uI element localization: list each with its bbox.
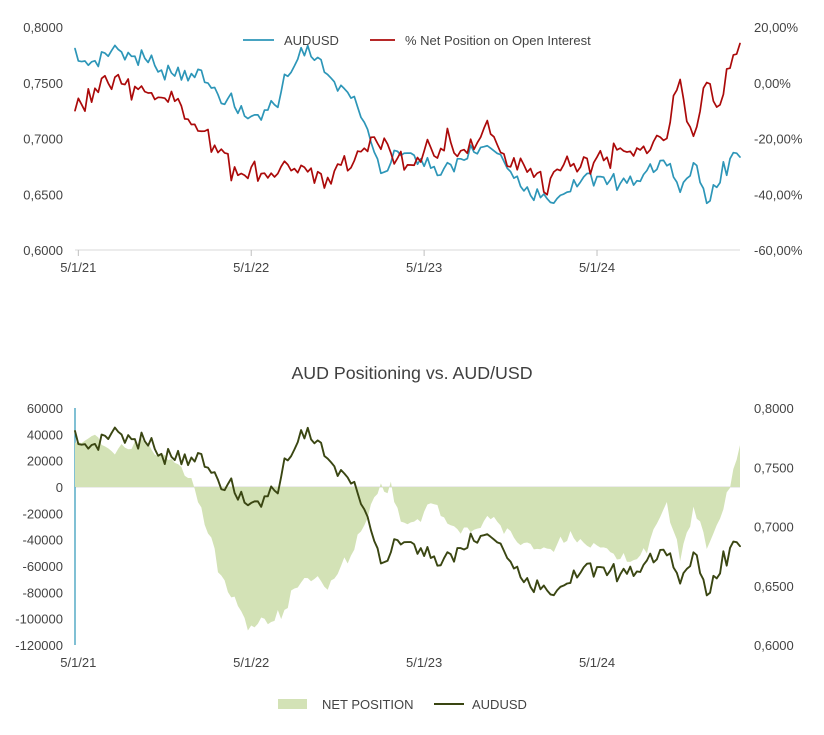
svg-text:0: 0 [56, 480, 63, 495]
svg-text:-20,00%: -20,00% [754, 132, 803, 147]
svg-text:5/1/23: 5/1/23 [406, 260, 442, 275]
svg-text:0,7500: 0,7500 [754, 460, 794, 475]
svg-text:0,6500: 0,6500 [23, 187, 63, 202]
svg-text:-100000: -100000 [15, 612, 63, 627]
svg-text:5/1/21: 5/1/21 [60, 260, 96, 275]
svg-text:60000: 60000 [27, 401, 63, 416]
svg-text:0,7500: 0,7500 [23, 76, 63, 91]
svg-text:0,6000: 0,6000 [23, 243, 63, 258]
svg-text:AUD Positioning vs. AUD/USD: AUD Positioning vs. AUD/USD [291, 363, 532, 383]
svg-text:5/1/24: 5/1/24 [579, 260, 615, 275]
svg-text:-40000: -40000 [23, 533, 63, 548]
svg-text:5/1/22: 5/1/22 [233, 260, 269, 275]
svg-text:% Net Position on Open Interes: % Net Position on Open Interest [405, 33, 591, 48]
svg-text:-20000: -20000 [23, 506, 63, 521]
svg-text:0,6000: 0,6000 [754, 638, 794, 653]
svg-text:5/1/24: 5/1/24 [579, 655, 615, 670]
svg-text:0,8000: 0,8000 [754, 401, 794, 416]
svg-text:20,00%: 20,00% [754, 20, 799, 35]
svg-text:AUDUSD: AUDUSD [472, 697, 527, 712]
svg-text:0,7000: 0,7000 [754, 520, 794, 535]
svg-text:5/1/21: 5/1/21 [60, 655, 96, 670]
svg-text:NET POSITION: NET POSITION [322, 697, 414, 712]
svg-text:5/1/23: 5/1/23 [406, 655, 442, 670]
svg-text:-80000: -80000 [23, 585, 63, 600]
svg-text:0,8000: 0,8000 [23, 20, 63, 35]
svg-text:-40,00%: -40,00% [754, 187, 803, 202]
svg-text:20000: 20000 [27, 454, 63, 469]
svg-text:5/1/22: 5/1/22 [233, 655, 269, 670]
svg-text:AUDUSD: AUDUSD [284, 33, 339, 48]
svg-text:0,00%: 0,00% [754, 76, 791, 91]
svg-text:40000: 40000 [27, 427, 63, 442]
svg-text:-120000: -120000 [15, 638, 63, 653]
svg-text:0,7000: 0,7000 [23, 132, 63, 147]
svg-text:-60000: -60000 [23, 559, 63, 574]
svg-text:0,6500: 0,6500 [754, 579, 794, 594]
svg-text:-60,00%: -60,00% [754, 243, 803, 258]
